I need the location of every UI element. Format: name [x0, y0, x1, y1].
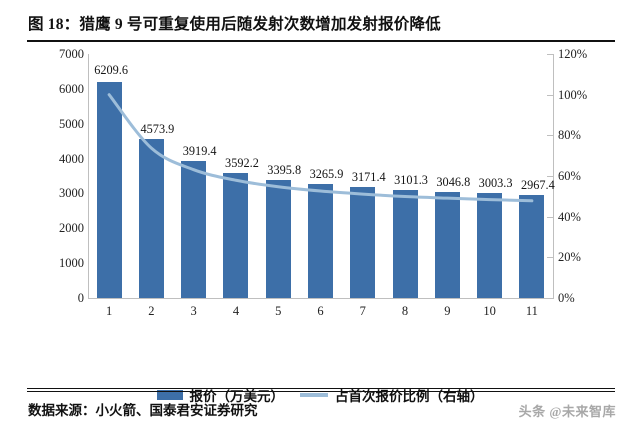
y-axis-left-tick-label: 3000	[59, 186, 84, 201]
x-axis-line	[88, 298, 554, 299]
y-axis-right-labels: 0% 20% 40% 60% 80% 100% 120%	[558, 48, 618, 304]
chart-legend: 报价（万美元） 占首次报价比例（右轴）	[0, 382, 640, 408]
y-axis-right-tick-label: 40%	[558, 209, 581, 224]
bar-data-label: 2967.4	[520, 177, 555, 192]
bar-data-label: 3171.4	[351, 170, 386, 185]
bar	[477, 193, 503, 298]
y-axis-left-tick-label: 4000	[59, 151, 84, 166]
x-axis-tick-label: 5	[275, 304, 282, 318]
bar	[392, 189, 418, 298]
y-axis-right-tick	[547, 94, 553, 96]
legend-line-label: 占首次报价比例（右轴）	[335, 389, 484, 404]
x-axis-tick-label: 8	[401, 304, 409, 318]
bar	[308, 184, 333, 298]
footer-divider-thin	[27, 388, 615, 389]
x-axis-tick-label: 6	[317, 304, 324, 318]
bar	[519, 194, 545, 298]
bar-data-label: 6209.6	[94, 62, 129, 77]
y-axis-right-tick	[547, 216, 553, 218]
x-axis-tick-label: 4	[232, 304, 240, 318]
y-axis-right-tick-label: 60%	[558, 169, 581, 183]
y-axis-left-line	[88, 54, 89, 299]
y-axis-left-tick-label: 1000	[59, 256, 84, 271]
y-axis-left-tick-label: 6000	[59, 81, 84, 96]
legend-item-bar: 报价（万美元）	[156, 385, 285, 405]
y-axis-right-tick-label: 20%	[558, 250, 581, 265]
bar-data-label: 3101.3	[394, 172, 428, 187]
bar-data-label: 3265.9	[309, 167, 344, 182]
bar	[350, 187, 376, 298]
source-note: 数据来源：小火箭、国泰君安证券研究	[28, 403, 258, 418]
y-axis-right-tick	[547, 257, 553, 259]
bar-data-label: 3003.3	[478, 176, 513, 191]
legend-bar-swatch-icon	[156, 390, 183, 400]
y-axis-right-tick-label: 120%	[558, 47, 588, 61]
x-axis-tick-label: 3	[190, 304, 197, 318]
y-axis-right-line	[553, 54, 554, 299]
y-axis-left-tick-label: 2000	[59, 221, 84, 236]
x-axis-tick-label: 11	[525, 304, 538, 318]
page-title: 图 18：猎鹰 9 号可重复使用后随发射次数增加发射报价降低	[28, 16, 441, 33]
x-axis-tick-label: 9	[444, 304, 451, 318]
y-axis-right-tick-label: 80%	[558, 128, 581, 143]
y-axis-right-tick-label: 0%	[558, 291, 575, 305]
bar-data-label: 3046.8	[436, 174, 471, 189]
y-axis-right-tick	[547, 54, 553, 55]
bar-data-label: 3395.8	[267, 162, 302, 177]
x-axis-tick-label: 7	[359, 304, 366, 318]
y-axis-right-tick-label: 100%	[558, 87, 588, 102]
title-divider	[27, 40, 615, 42]
y-axis-left-tick-label: 7000	[59, 47, 84, 61]
legend-line-swatch-icon	[300, 393, 328, 397]
y-axis-left-tick-label: 0	[77, 291, 84, 305]
x-axis-tick-label: 1	[106, 304, 113, 318]
y-axis-left-labels: 0 1000 2000 3000 4000 5000 6000 7000	[36, 48, 84, 304]
y-axis-right-tick	[547, 298, 553, 299]
y-axis-right-tick	[547, 135, 553, 137]
chart-container: 0 1000 2000 3000 4000 5000 6000 7000 0% 20% 40% 60…	[0, 46, 640, 404]
figure-header: 图 18：猎鹰 9 号可重复使用后随发射次数增加发射报价降低	[0, 0, 640, 46]
x-axis-tick-label: 10	[483, 304, 496, 318]
y-axis-left-tick-label: 5000	[59, 116, 84, 131]
footer-divider	[27, 391, 615, 392]
bar-data-label: 4573.9	[140, 121, 175, 136]
data-label-group: 6209.6 4573.9 3919.4 3592.2 3395.8 3265.9 3171…	[88, 54, 555, 298]
x-axis-labels: 1 2 3 4 5 6 7 8 9 10 11	[88, 302, 553, 324]
legend-bar-label: 报价（万美元）	[189, 389, 285, 404]
bar-data-label: 3592.2	[225, 155, 259, 170]
bar-data-label: 3919.4	[182, 144, 217, 159]
watermark-label: 头条 @未来智库	[518, 404, 616, 419]
legend-item-line: 占首次报价比例（右轴）	[300, 385, 484, 405]
x-axis-tick-label: 2	[148, 304, 155, 318]
plot-area	[88, 54, 553, 298]
y-axis-right-tick	[547, 176, 553, 177]
bar	[434, 191, 460, 298]
